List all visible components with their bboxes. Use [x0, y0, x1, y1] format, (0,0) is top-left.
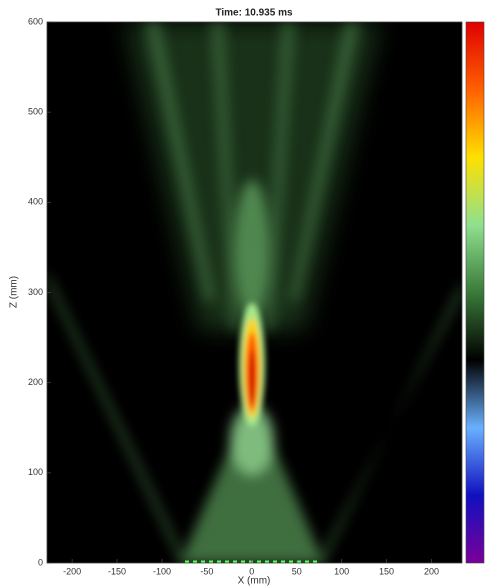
- x-tick-label: -50: [200, 566, 213, 576]
- x-tick-label: 150: [379, 566, 394, 576]
- y-tick-label: 600: [28, 16, 43, 26]
- y-tick-label: 0: [38, 557, 43, 567]
- y-axis-label: Z (mm): [9, 276, 20, 308]
- colorbar: [465, 21, 485, 564]
- x-tick-label: 50: [292, 566, 302, 576]
- x-axis-label: X (mm): [238, 576, 271, 587]
- x-tick-label: -100: [153, 566, 171, 576]
- x-tick-label: -200: [63, 566, 81, 576]
- chart-title: Time: 10.935 ms: [215, 8, 293, 19]
- x-tick-label: 200: [424, 566, 439, 576]
- far-field-beam: [125, 22, 380, 330]
- focal-spot: [239, 303, 265, 427]
- y-tick-label: 100: [28, 467, 43, 477]
- y-tick-label: 300: [28, 287, 43, 297]
- near-field: [180, 180, 324, 563]
- x-tick-label: -150: [108, 566, 126, 576]
- field: [47, 22, 462, 563]
- axes: -200 -150 -100 -50 0 50 100 150 200 0 100 200 300 400…: [28, 16, 439, 576]
- side-lobes: [47, 22, 462, 563]
- y-tick-label: 500: [28, 107, 43, 117]
- y-tick-label: 200: [28, 377, 43, 387]
- y-tick-label: 400: [28, 197, 43, 207]
- x-tick-label: 100: [334, 566, 349, 576]
- x-tick-label: 0: [249, 566, 254, 576]
